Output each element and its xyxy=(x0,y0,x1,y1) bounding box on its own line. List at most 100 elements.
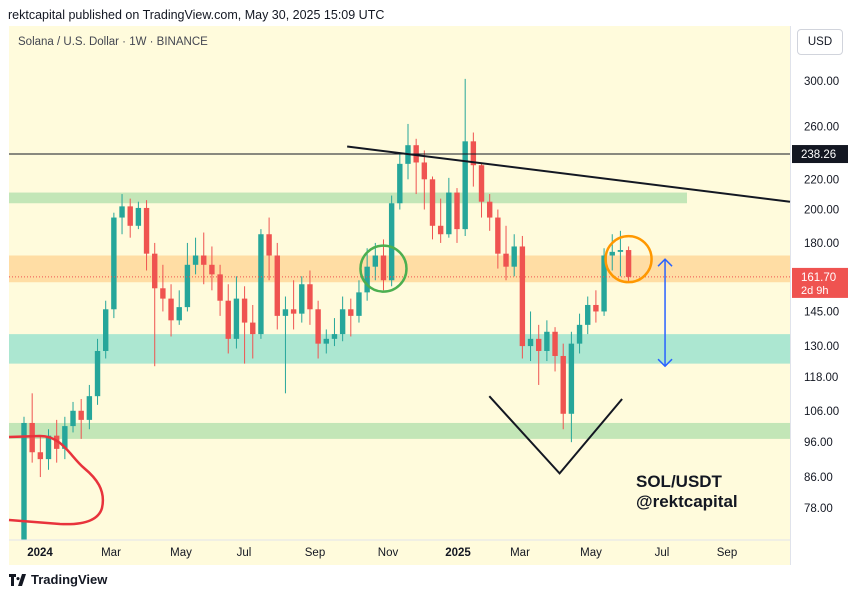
candle-body xyxy=(585,304,591,325)
candle xyxy=(421,150,428,210)
candle xyxy=(290,280,297,330)
candle-body xyxy=(282,309,289,316)
y-tick-label: 260.00 xyxy=(804,121,839,133)
freehand-curve xyxy=(8,434,105,526)
candle-body xyxy=(152,253,158,289)
candle-body xyxy=(209,264,215,275)
publisher-header: rektcapital published on TradingView.com… xyxy=(8,8,385,22)
trendline xyxy=(347,145,791,203)
candle xyxy=(135,201,142,230)
x-tick-label: Nov xyxy=(378,547,399,559)
green-zone-bottom xyxy=(9,422,790,439)
candle xyxy=(176,290,182,325)
candle xyxy=(470,132,477,187)
candle-body xyxy=(274,255,280,316)
candle-body xyxy=(356,292,362,316)
price-tag-countdown: 2d 9h xyxy=(801,285,829,297)
green-zone-top xyxy=(9,192,687,204)
price-tag-level-text: 238.26 xyxy=(801,149,836,161)
candle-body xyxy=(617,250,624,252)
candle-body xyxy=(135,207,142,226)
candle-body xyxy=(372,255,379,267)
candle xyxy=(266,217,272,281)
tradingview-logo-icon xyxy=(9,573,27,586)
candle-body xyxy=(217,274,223,301)
candle xyxy=(111,212,117,319)
candle-body xyxy=(552,331,558,356)
candle-body xyxy=(560,355,566,414)
candle xyxy=(192,237,199,275)
x-tick-label: 2024 xyxy=(27,547,53,559)
candle xyxy=(356,280,362,323)
candle-body xyxy=(241,298,248,323)
y-tick-label: 180.00 xyxy=(804,238,839,250)
range-arrow-head-down xyxy=(657,358,673,368)
candle-body xyxy=(94,350,101,397)
candle xyxy=(209,246,215,291)
y-tick-label: 300.00 xyxy=(804,76,839,88)
candle-body xyxy=(462,141,468,230)
candle-body xyxy=(21,422,27,540)
candle-body xyxy=(388,203,395,281)
candle xyxy=(372,242,379,281)
candle-body xyxy=(609,251,615,256)
currency-button[interactable]: USD xyxy=(797,29,843,55)
candle-body xyxy=(437,225,444,235)
candle xyxy=(454,188,460,243)
candle-body xyxy=(143,207,150,254)
candle-body xyxy=(536,338,542,351)
annotation-text: @rektcapital xyxy=(636,492,738,511)
candle xyxy=(560,343,566,430)
x-tick-label: Jul xyxy=(237,547,252,559)
candle-body xyxy=(86,396,93,420)
candle xyxy=(233,276,240,349)
candle xyxy=(103,300,109,359)
price-tag-level xyxy=(792,145,848,164)
candle-body xyxy=(103,309,109,351)
candle-body xyxy=(53,435,60,449)
candle xyxy=(478,162,485,218)
candle xyxy=(503,225,509,281)
candle-body xyxy=(266,234,272,256)
candle xyxy=(168,284,174,337)
candle xyxy=(274,242,280,330)
candle xyxy=(62,416,68,460)
v-shape-drawing xyxy=(488,395,623,475)
price-tag-last xyxy=(792,267,848,298)
candle xyxy=(299,276,305,323)
candle-body xyxy=(119,206,125,218)
candle-body xyxy=(625,250,632,277)
candle xyxy=(348,298,354,337)
candle xyxy=(217,264,223,316)
candle-body xyxy=(454,192,460,230)
candle xyxy=(184,242,191,312)
candle xyxy=(119,194,125,235)
candle xyxy=(37,435,44,478)
candle xyxy=(315,300,321,359)
candle-body xyxy=(29,422,35,453)
candle-body xyxy=(593,304,599,312)
candle xyxy=(380,239,387,291)
candle-body xyxy=(168,298,174,321)
candle-body xyxy=(62,426,68,449)
candle-body xyxy=(127,206,133,226)
y-tick-label: 78.00 xyxy=(804,503,833,515)
candle xyxy=(339,296,346,342)
candle xyxy=(364,248,370,301)
candle-body xyxy=(111,217,117,310)
candle xyxy=(70,401,76,433)
y-tick-label: 106.00 xyxy=(804,406,839,418)
candle xyxy=(413,138,419,195)
candle xyxy=(536,324,542,385)
footer-brand[interactable]: TradingView xyxy=(9,572,107,587)
candle xyxy=(511,234,517,277)
candle xyxy=(388,195,395,287)
teal-zone xyxy=(9,334,790,364)
candle-body xyxy=(315,309,321,344)
candle-body xyxy=(478,165,485,202)
candle xyxy=(585,296,591,335)
x-tick-label: Mar xyxy=(510,547,530,559)
chart-pane[interactable] xyxy=(9,26,790,565)
candle xyxy=(282,296,289,394)
